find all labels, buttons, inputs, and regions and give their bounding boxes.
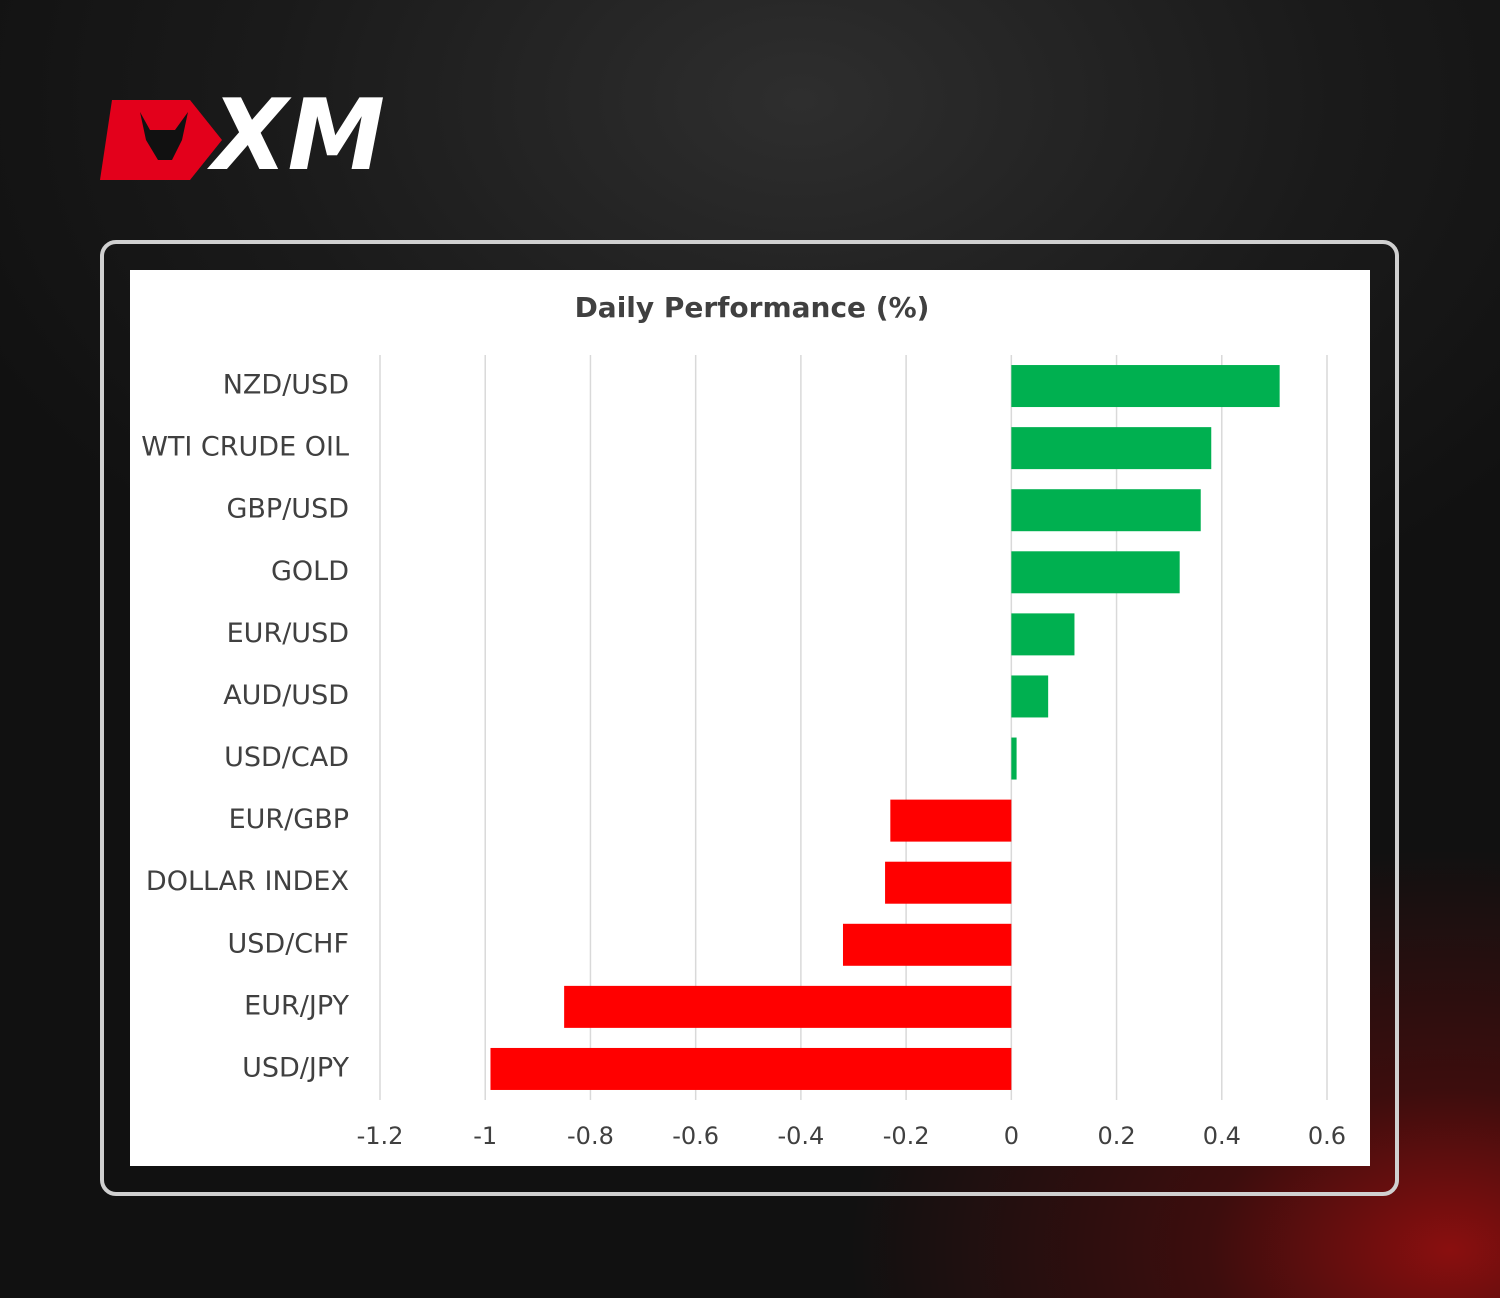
y-tick-label: WTI CRUDE OIL <box>141 432 349 463</box>
x-tick-label: -1.2 <box>357 1122 404 1150</box>
y-tick-label: AUD/USD <box>223 680 349 711</box>
bar <box>1011 365 1280 408</box>
frame <box>100 240 1399 1196</box>
bar <box>885 861 1012 904</box>
y-tick-label: USD/CAD <box>224 742 349 773</box>
bar <box>490 1047 1012 1090</box>
y-tick-label: GOLD <box>271 556 349 587</box>
logo-text: XM <box>207 79 385 193</box>
bar <box>564 985 1012 1028</box>
y-tick-label: GBP/USD <box>226 494 349 525</box>
bar <box>890 799 1012 842</box>
x-tick-label: -1 <box>473 1122 497 1150</box>
y-tick-label: EUR/JPY <box>244 990 349 1021</box>
x-tick-label: 0.4 <box>1203 1122 1241 1150</box>
x-tick-label: 0.2 <box>1097 1122 1135 1150</box>
bar <box>1011 737 1017 780</box>
chart-title: Daily Performance (%) <box>575 291 930 324</box>
bar <box>1011 551 1180 594</box>
bar <box>1011 427 1212 470</box>
x-tick-label: -0.2 <box>883 1122 930 1150</box>
bar <box>1011 489 1201 532</box>
bar <box>842 923 1012 966</box>
y-tick-label: EUR/GBP <box>229 804 349 835</box>
x-tick-label: 0 <box>1004 1122 1019 1150</box>
y-tick-label: EUR/USD <box>227 618 349 649</box>
y-tick-label: DOLLAR INDEX <box>146 866 349 897</box>
y-tick-label: NZD/USD <box>223 370 349 401</box>
bar <box>1011 613 1075 656</box>
chart: Daily Performance (%) -1.2 -1 -0.8 -0.6 -0.4… <box>141 291 1346 1150</box>
x-tick-label: -0.8 <box>567 1122 614 1150</box>
x-tick-label: -0.4 <box>777 1122 824 1150</box>
y-tick-label: USD/JPY <box>242 1052 349 1083</box>
logo: XM <box>100 79 385 193</box>
x-tick-label: 0.6 <box>1308 1122 1346 1150</box>
y-tick-label: USD/CHF <box>228 928 349 959</box>
x-tick-label: -0.6 <box>672 1122 719 1150</box>
logo-bull <box>140 112 188 160</box>
bar <box>1011 675 1049 718</box>
